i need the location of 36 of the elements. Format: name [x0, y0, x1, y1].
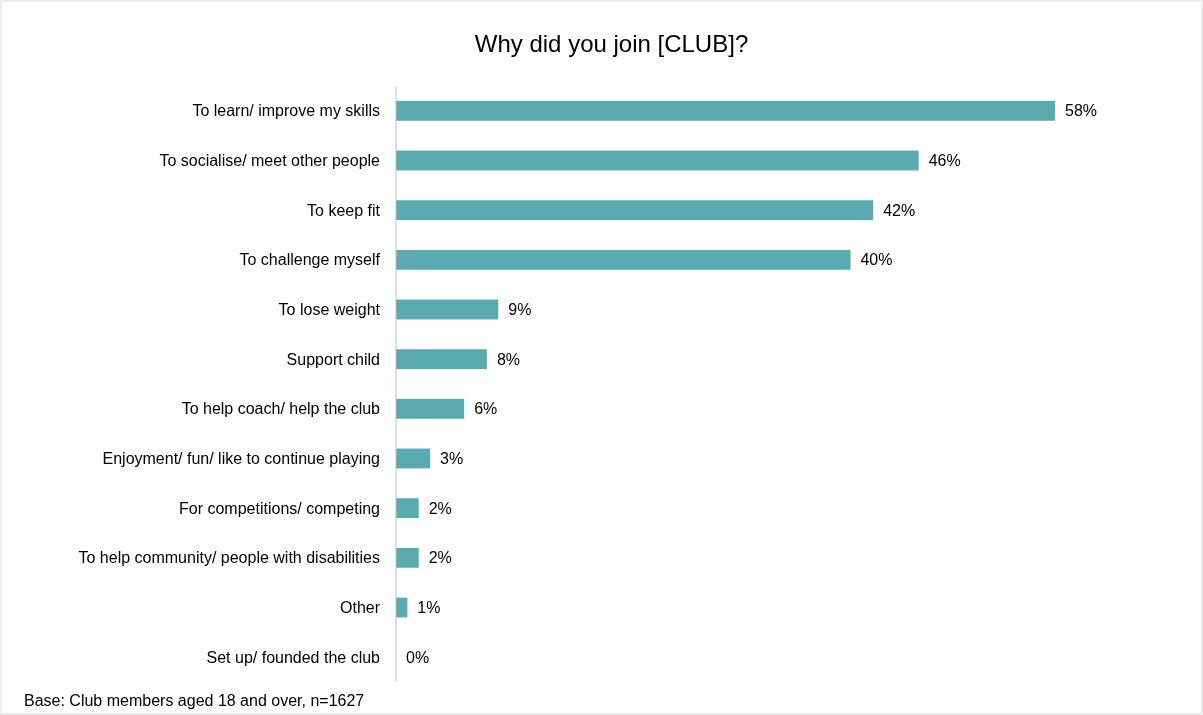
- data-label: 0%: [406, 648, 430, 666]
- bar: [396, 448, 431, 469]
- bar: [396, 150, 919, 171]
- data-label: 8%: [496, 350, 521, 368]
- data-label: 3%: [440, 450, 464, 468]
- bar: [396, 299, 499, 320]
- y-tick-label: Support child: [286, 350, 380, 368]
- y-tick-label: Enjoyment/ fun/ like to continue playing: [102, 450, 380, 468]
- data-label: 46%: [928, 152, 961, 170]
- data-label: 2%: [428, 499, 452, 517]
- y-tick-label: To help community/ people with disabilities: [78, 549, 380, 567]
- data-label: 6%: [474, 400, 498, 418]
- y-tick-label: To learn/ improve my skills: [192, 102, 380, 120]
- bar: [396, 200, 874, 221]
- y-tick-label: To keep fit: [307, 201, 381, 219]
- bar: [396, 249, 851, 270]
- y-tick-label: For competitions/ competing: [179, 499, 380, 517]
- data-label: 9%: [508, 301, 532, 319]
- text: Base: Club members aged 18 and over, n=1627: [24, 692, 365, 709]
- data-label: 40%: [860, 251, 893, 269]
- data-label: 42%: [883, 201, 916, 219]
- data-label: 1%: [417, 599, 441, 617]
- y-tick-label: To challenge myself: [239, 251, 381, 269]
- bar: [396, 100, 1055, 121]
- chart-title: Why did you join [CLUB]?: [474, 30, 749, 57]
- bar: [396, 547, 419, 568]
- data-label: 2%: [428, 549, 452, 567]
- y-tick-label: Other: [339, 599, 381, 617]
- data-label: 58%: [1065, 102, 1098, 120]
- bar: [396, 498, 419, 519]
- y-tick-label: To lose weight: [278, 301, 381, 319]
- bar: [396, 398, 465, 419]
- y-tick-label: To help coach/ help the club: [181, 400, 381, 418]
- y-tick-label: Set up/ founded the club: [206, 648, 381, 666]
- bar: [396, 349, 487, 370]
- y-tick-label: To socialise/ meet other people: [159, 152, 381, 170]
